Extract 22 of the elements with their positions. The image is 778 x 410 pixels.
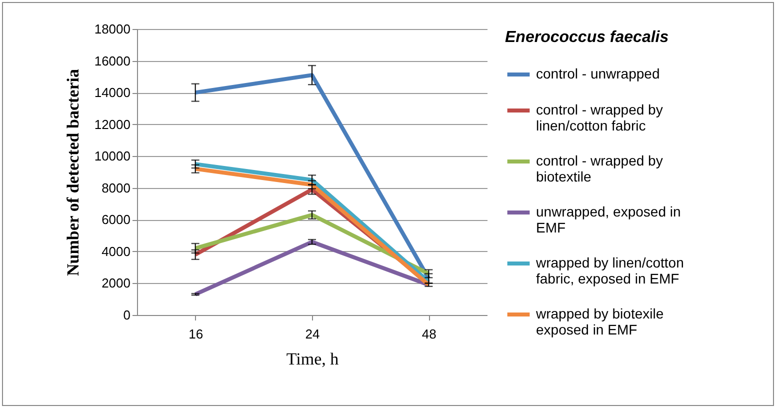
y-axis-title: Number of detected bacteria [63, 68, 82, 276]
y-tick-label: 8000 [102, 180, 130, 196]
legend-label: control - unwrapped [536, 66, 660, 82]
y-tick-label: 10000 [94, 148, 130, 164]
y-tick-label: 18000 [94, 22, 130, 36]
y-tick-label: 16000 [94, 53, 130, 68]
legend-label: unwrapped, exposed in EMF [536, 204, 681, 236]
legend-label: wrapped by linen/cotton fabric, exposed in EMF [535, 254, 684, 286]
x-axis-title: Time, h [286, 350, 340, 368]
y-tick-label: 2000 [102, 276, 130, 291]
legend-label: control - wrapped by linen/cotton fabric [536, 102, 663, 134]
y-tick-label: 14000 [94, 85, 130, 100]
legend-title: Enerococcus faecalis [505, 29, 669, 46]
x-tick-label: 48 [422, 326, 436, 342]
y-tick-label: 4000 [102, 244, 130, 259]
legend-label: control - wrapped by biotextile [536, 152, 663, 184]
y-tick-label: 0 [123, 308, 130, 322]
y-tick-label: 6000 [102, 212, 130, 228]
legend-label: wrapped by biotexile exposed in EMF [535, 306, 664, 338]
y-tick-label: 12000 [94, 116, 130, 132]
x-tick-label: 16 [188, 326, 204, 342]
x-tick-label: 24 [305, 326, 320, 342]
